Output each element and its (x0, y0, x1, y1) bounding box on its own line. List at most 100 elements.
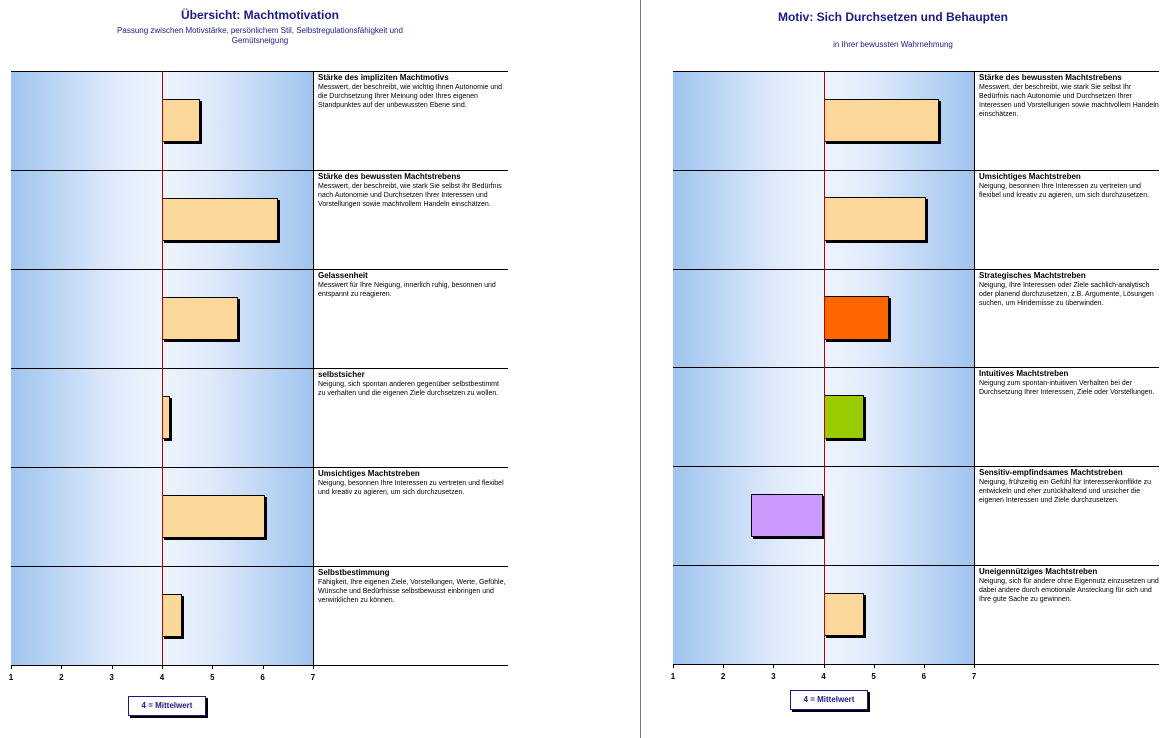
row-separator (673, 466, 1159, 468)
row-description: Stärke des impliziten Machtmotivs Messwer… (318, 73, 506, 110)
row-description: Strategisches Machtstreben Neigung, Ihre … (979, 271, 1159, 308)
x-tick-label: 3 (109, 673, 114, 682)
x-tick-mark (723, 663, 725, 668)
row-text: Neigung, besonnen Ihre Interessen zu ver… (318, 480, 504, 496)
row-separator (673, 565, 1159, 566)
right-chart: Stärke des bewussten Machtstrebens Messwe… (643, 0, 1162, 704)
row-text: Neigung zum spontan-intuitiven Verhalten… (979, 380, 1155, 397)
x-tick-mark (873, 663, 875, 668)
x-tick-mark (673, 663, 674, 668)
plot-right-border (313, 71, 314, 665)
bar (162, 395, 170, 440)
row-separator (673, 663, 1159, 665)
x-tick-label: 2 (720, 671, 726, 681)
row-heading: Selbstbestimmung (318, 568, 390, 577)
right-chart-title: Motiv: Sich Durchsetzen und Behaupten (777, 10, 1008, 24)
row-heading: Umsichtiges Machtstreben (318, 469, 420, 478)
x-tick-label: 5 (210, 673, 215, 682)
x-tick-label: 6 (260, 673, 265, 682)
row-description: Intuitives Machtstreben Neigung zum spont… (979, 369, 1159, 397)
x-tick-mark (923, 663, 925, 668)
row-description: Selbstbestimmung Fähigkeit, Ihre eigenen … (318, 568, 506, 605)
row-text: Neigung, sich spontan anderen gegenüber … (318, 381, 499, 397)
row-separator (11, 665, 508, 666)
x-tick-label: 2 (59, 673, 64, 682)
bar (162, 98, 200, 143)
row-description: Umsichtiges Machtstreben Neigung, besonne… (979, 172, 1159, 200)
x-tick-mark (212, 665, 214, 669)
x-tick-label: 3 (771, 671, 776, 681)
row-heading: Intuitives Machtstreben (979, 369, 1069, 379)
row-heading: Stärke des impliziten Machtmotivs (318, 73, 449, 82)
x-tick-mark (11, 665, 12, 669)
x-tick-label: 1 (670, 671, 676, 681)
reference-line (823, 71, 825, 664)
row-text: Fähigkeit, Ihre eigenen Ziele, Vorstellu… (318, 579, 506, 604)
x-tick-label: 7 (310, 673, 316, 682)
row-separator (11, 566, 508, 567)
row-description: Sensitiv-empfindsames Machtstreben Neigun… (979, 468, 1159, 505)
left-legend-mean: 4 = Mittelwert (128, 696, 206, 716)
row-text: Messwert, der beschreibt, wie stark Sie … (979, 84, 1159, 118)
x-tick-label: 4 (159, 673, 165, 682)
x-tick-mark (974, 663, 975, 668)
bar (823, 98, 939, 143)
row-heading: Umsichtiges Machtstreben (979, 171, 1081, 181)
x-tick-mark (773, 663, 775, 668)
row-heading: Gelassenheit (318, 271, 368, 280)
right-chart-subtitle: in Ihrer bewussten Wahrnehmung (833, 40, 953, 49)
x-tick-label: 7 (971, 671, 977, 681)
row-separator (673, 169, 1159, 171)
row-separator (11, 170, 508, 171)
x-tick-mark (162, 665, 163, 669)
row-description: Stärke des bewussten Machtstrebens Messwe… (318, 172, 506, 209)
x-tick-label: 1 (8, 673, 14, 682)
row-description: Gelassenheit Messwert für Ihre Neigung, i… (318, 271, 506, 299)
row-text: Messwert für Ihre Neigung, innerlich ruh… (318, 282, 496, 298)
bar (823, 592, 864, 637)
row-separator (11, 368, 508, 369)
row-description: Uneigennütziges Machtstreben Neigung, sic… (979, 567, 1159, 604)
row-text: Neigung, frühzeitig ein Gefühl für Inter… (979, 479, 1151, 505)
row-heading: Sensitiv-empfindsames Machtstreben (979, 468, 1123, 478)
x-tick-label: 6 (921, 671, 927, 681)
row-text: Messwert, der beschreibt, wie wichtig Ih… (318, 84, 503, 109)
left-chart-subtitle-line2: Gemütsneigung (231, 36, 289, 45)
x-tick-mark (111, 665, 113, 669)
bar (823, 197, 927, 241)
bar (162, 197, 278, 242)
x-tick-label: 4 (821, 671, 826, 681)
row-separator (673, 71, 1159, 72)
row-separator (673, 268, 1159, 270)
row-separator (11, 71, 508, 72)
reference-line (162, 71, 163, 665)
row-heading: Stärke des bewussten Machtstrebens (979, 73, 1122, 82)
x-tick-label: 5 (871, 671, 876, 681)
row-text: Neigung, Ihre Interessen oder Ziele sach… (979, 281, 1154, 307)
plot-right-border (974, 71, 975, 664)
row-separator (11, 269, 508, 270)
row-description: Stärke des bewussten Machtstrebens Messwe… (979, 73, 1159, 119)
row-separator (11, 467, 508, 468)
bar (823, 395, 864, 439)
x-tick-mark (823, 663, 825, 668)
row-description: selbstsicher Neigung, sich spontan andere… (318, 370, 506, 398)
row-heading: Strategisches Machtstreben (979, 270, 1086, 280)
x-tick-mark (61, 665, 63, 669)
x-tick-mark (262, 665, 264, 669)
row-description: Umsichtiges Machtstreben Neigung, besonne… (318, 469, 506, 497)
left-chart-title: Übersicht: Machtmotivation (180, 8, 339, 22)
x-tick-mark (313, 665, 314, 669)
row-text: Neigung, sich für andere ohne Eigennutz … (979, 578, 1159, 603)
left-chart-subtitle-line1: Passung zwischen Motivstärke, persönlich… (117, 26, 403, 35)
bar (162, 593, 183, 638)
bar (823, 296, 889, 340)
left-chart: Stärke des impliziten Machtmotivs Messwer… (0, 0, 512, 705)
row-separator (673, 367, 1159, 369)
row-heading: Uneigennütziges Machtstreben (979, 567, 1098, 576)
page-divider (640, 0, 641, 738)
right-legend-mean: 4 = Mittelwert (790, 690, 868, 710)
bar (750, 493, 824, 538)
row-text: Messwert, der beschreibt, wie stark Sie … (318, 183, 502, 208)
row-heading: Stärke des bewussten Machtstrebens (318, 172, 461, 181)
